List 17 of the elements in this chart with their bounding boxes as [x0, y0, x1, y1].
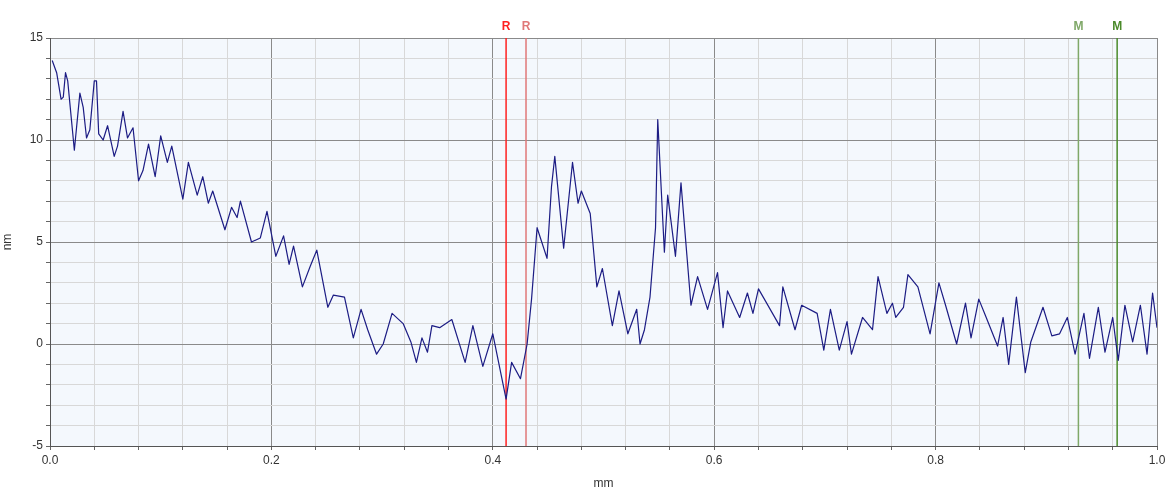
x-tick-label: 0.6: [705, 452, 723, 467]
x-tick-label: 0.8: [927, 452, 945, 467]
y-tick-label: -5: [32, 438, 44, 453]
ref-line-label: R: [501, 19, 511, 33]
y-tick-label: 10: [29, 132, 44, 147]
x-axis-title: mm: [593, 476, 614, 491]
ref-line-label: M: [1073, 19, 1084, 33]
y-tick-label: 0: [36, 336, 44, 351]
y-tick-label: 15: [29, 30, 44, 45]
x-tick-label: 1.0: [1148, 452, 1166, 467]
y-tick-label: 5: [36, 234, 44, 249]
x-tick-label: 0.0: [41, 452, 59, 467]
ref-line-label: R: [521, 19, 531, 33]
x-tick-label: 0.2: [263, 452, 281, 467]
y-axis-title: nm: [0, 233, 14, 251]
ref-line-label: M: [1112, 19, 1123, 33]
x-tick-label: 0.4: [484, 452, 502, 467]
